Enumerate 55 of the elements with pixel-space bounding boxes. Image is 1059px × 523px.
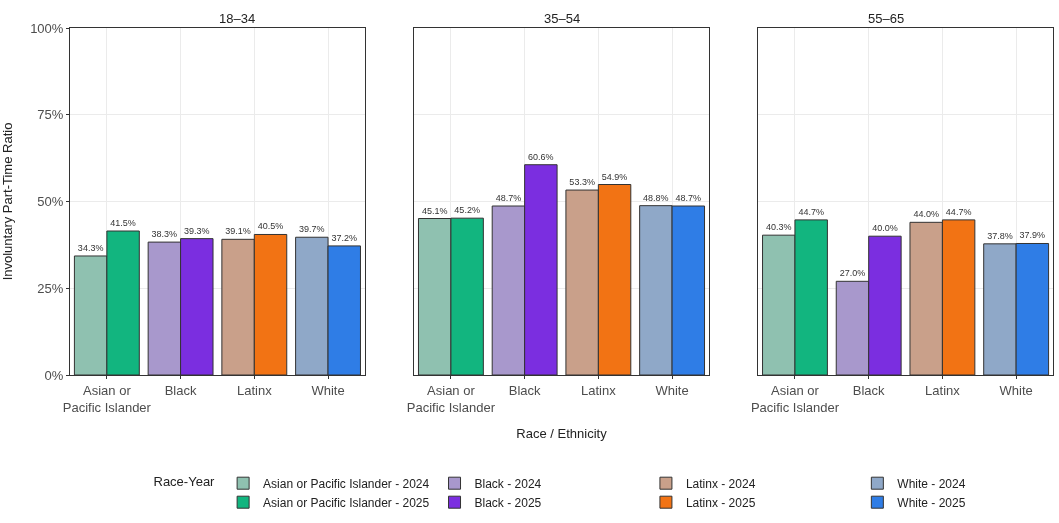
legend-label: White - 2025 [897, 495, 966, 510]
legend-label: Latinx - 2024 [685, 476, 756, 491]
x-tick-label: Asian or Pacific Islander [62, 382, 152, 415]
data-label: 53.3% [569, 177, 595, 188]
y-tick-label: 0% [44, 367, 64, 383]
data-label: 40.5% [257, 221, 284, 232]
y-tick-label: 25% [37, 280, 64, 296]
x-tick-label: Asian or Pacific Islander [406, 382, 496, 415]
data-label: 44.0% [913, 209, 939, 220]
legend-title: Race-Year [153, 473, 216, 489]
x-tick-label: Latinx [581, 382, 617, 398]
data-label: 27.0% [839, 268, 866, 279]
y-tick-label: 50% [37, 194, 64, 210]
data-label: 48.7% [495, 193, 522, 204]
data-label: 44.7% [945, 206, 972, 217]
x-tick-label: Black [852, 382, 886, 398]
data-label: 48.8% [643, 192, 669, 203]
data-label: 37.8% [987, 230, 1013, 241]
y-tick-label: 75% [37, 107, 64, 123]
data-label: 60.6% [528, 151, 554, 162]
chart-title: 18–34 [219, 11, 256, 26]
x-tick-label: White [311, 382, 345, 398]
legend-label: Latinx - 2025 [685, 495, 756, 510]
x-axis-title: Race / Ethnicity [516, 426, 608, 442]
legend-label: Black - 2024 [474, 476, 542, 491]
data-label: 34.3% [77, 242, 104, 253]
data-label: 40.3% [765, 222, 792, 233]
data-label: 44.7% [798, 206, 824, 217]
data-label: 48.7% [675, 193, 702, 204]
legend-label: Black - 2025 [474, 495, 542, 510]
legend-label: Asian or Pacific Islander - 2025 [263, 495, 430, 510]
data-label: 39.7% [299, 224, 325, 235]
y-tick-label: 100% [30, 20, 64, 36]
chart-title: 55–65 [868, 11, 905, 26]
x-tick-label: Latinx [236, 382, 273, 398]
data-label: 39.3% [184, 225, 210, 236]
data-label: 37.2% [331, 232, 358, 243]
x-tick-label: White [999, 382, 1033, 398]
data-label: 41.5% [110, 218, 136, 228]
x-tick-label: Latinx [925, 382, 961, 398]
chart-title: 35–54 [544, 11, 581, 26]
data-label: 39.1% [225, 226, 251, 237]
x-tick-label: White [655, 382, 689, 398]
y-axis-title: Involuntary Part-Time Ratio [0, 122, 15, 281]
data-label: 45.2% [454, 205, 480, 216]
legend-label: White - 2024 [897, 476, 966, 491]
data-label: 37.9% [1019, 230, 1046, 241]
legend-label: Asian or Pacific Islander - 2024 [263, 476, 430, 491]
data-label: 54.9% [601, 171, 628, 182]
data-label: 38.3% [151, 229, 178, 240]
x-tick-label: Black [508, 382, 542, 398]
x-tick-label: Asian or Pacific Islander [750, 382, 840, 415]
data-label: 45.1% [421, 205, 448, 216]
x-tick-label: Black [164, 382, 197, 398]
data-label: 40.0% [872, 223, 898, 234]
